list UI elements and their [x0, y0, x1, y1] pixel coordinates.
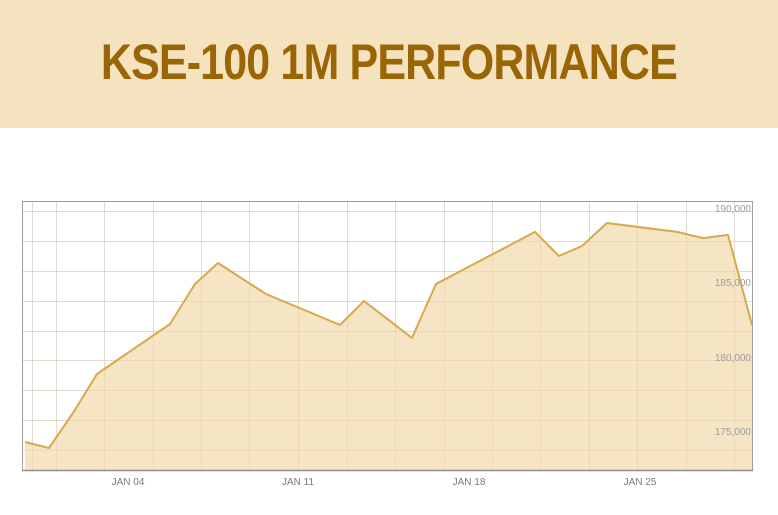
chart-title: KSE-100 1M PERFORMANCE [100, 34, 678, 90]
x-tick-label: JAN 25 [624, 477, 657, 488]
y-tick-label: 190,000 [715, 204, 752, 215]
gridlines-over-fill [23, 202, 752, 470]
y-axis-labels: 190,000 185,000 180,000 175,000 [715, 204, 752, 438]
area-fill [25, 223, 752, 470]
y-tick-label: 180,000 [715, 353, 752, 364]
x-tick-label: JAN 18 [453, 477, 486, 488]
x-tick-label: JAN 04 [112, 477, 145, 488]
x-tick-label: JAN 11 [282, 477, 314, 488]
x-axis-labels: JAN 04 JAN 11 JAN 18 JAN 25 [112, 477, 657, 488]
title-banner: KSE-100 1M PERFORMANCE [0, 0, 778, 128]
price-line [24, 222, 753, 449]
y-tick-label: 185,000 [715, 278, 752, 289]
y-tick-label: 175,000 [715, 427, 752, 438]
